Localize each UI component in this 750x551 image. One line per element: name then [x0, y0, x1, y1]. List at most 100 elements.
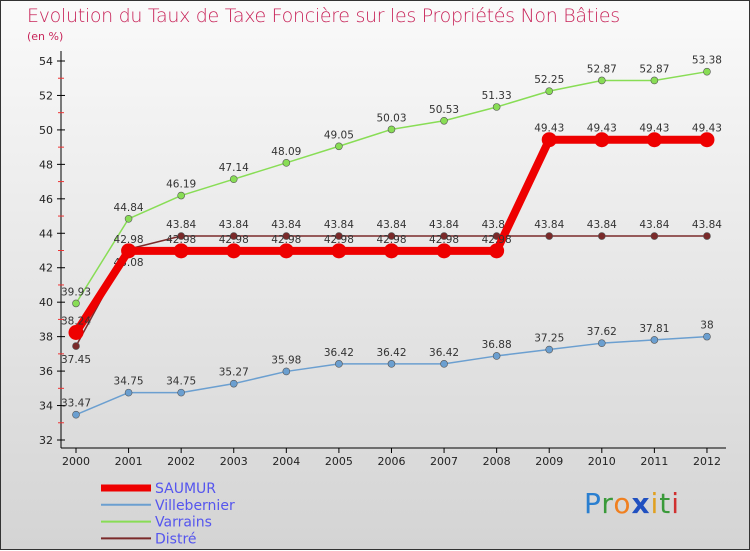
y-tick-label: 36 — [39, 365, 53, 378]
data-point — [278, 243, 294, 259]
y-tick-label: 48 — [39, 158, 53, 171]
y-tick-label: 52 — [39, 89, 53, 102]
y-tick-label: 46 — [39, 193, 53, 206]
data-point — [492, 352, 501, 360]
data-label: 49.43 — [639, 123, 669, 135]
data-point — [177, 388, 185, 397]
data-point — [121, 243, 137, 259]
data-point — [282, 159, 291, 167]
data-point — [72, 410, 80, 419]
y-tick-label: 44 — [39, 227, 53, 240]
x-tick-label: 2010 — [588, 455, 616, 468]
data-point — [226, 243, 242, 259]
chart-subtitle: (en %) — [27, 30, 64, 43]
data-label: 42.98 — [114, 234, 144, 246]
y-tick-label: 40 — [39, 296, 53, 309]
chart-title: Evolution du Taux de Taxe Foncière sur l… — [27, 5, 620, 27]
data-label: 53.38 — [692, 55, 722, 67]
data-label: 37.25 — [534, 333, 564, 345]
data-label: 34.75 — [166, 376, 196, 388]
data-point — [492, 103, 501, 111]
data-label: 43.84 — [534, 219, 564, 231]
y-tick-label: 38 — [39, 331, 53, 344]
data-label: 43.84 — [587, 219, 617, 231]
x-tick-label: 2002 — [167, 455, 195, 468]
x-tick-label: 2004 — [272, 455, 300, 468]
data-point — [387, 232, 396, 240]
data-point — [436, 243, 452, 259]
data-point — [124, 215, 133, 223]
data-label: 35.98 — [271, 354, 301, 366]
y-tick-label: 34 — [39, 400, 53, 413]
legend-label: Distré — [155, 531, 197, 547]
data-point — [229, 379, 238, 388]
x-tick-label: 2005 — [325, 455, 353, 468]
data-label: 49.43 — [587, 123, 617, 135]
data-label: 46.19 — [166, 179, 196, 191]
data-point — [124, 388, 133, 397]
data-label: 51.33 — [482, 90, 512, 102]
data-label: 34.75 — [114, 376, 144, 388]
data-label: 52.87 — [639, 63, 669, 75]
data-point — [173, 243, 189, 259]
data-label: 37.62 — [587, 326, 617, 338]
data-label: 42.98 — [271, 234, 301, 246]
data-point — [72, 299, 80, 308]
legend-label: SAUMUR — [155, 481, 216, 497]
x-tick-label: 2012 — [693, 455, 721, 468]
data-label: 43.84 — [429, 219, 459, 231]
x-tick-label: 2001 — [115, 455, 143, 468]
x-tick-label: 2006 — [377, 455, 405, 468]
data-point — [335, 360, 343, 368]
data-label: 49.43 — [692, 123, 722, 135]
data-point — [545, 345, 554, 354]
data-label: 43.84 — [692, 219, 722, 231]
data-point — [282, 232, 291, 240]
data-point — [387, 360, 396, 368]
data-point — [335, 142, 343, 151]
y-tick-label: 42 — [39, 262, 53, 275]
data-label: 38.24 — [61, 316, 91, 328]
data-label: 44.84 — [114, 202, 144, 214]
data-point — [229, 232, 238, 240]
data-point — [440, 232, 448, 240]
data-label: 43.84 — [219, 219, 249, 231]
data-label: 49.05 — [324, 129, 354, 141]
data-point — [177, 191, 185, 200]
data-point — [703, 67, 711, 76]
data-label: 49.43 — [534, 123, 564, 135]
y-tick-label: 54 — [39, 55, 53, 68]
x-tick-label: 2000 — [62, 455, 90, 468]
x-tick-label: 2007 — [430, 455, 458, 468]
data-point — [597, 339, 606, 347]
data-point — [387, 125, 396, 134]
data-label: 37.45 — [61, 354, 91, 366]
data-label: 43.84 — [324, 219, 354, 231]
data-point — [383, 243, 399, 259]
data-label: 38 — [700, 320, 713, 332]
data-point — [699, 132, 715, 148]
data-point — [545, 87, 554, 95]
x-tick-label: 2008 — [483, 455, 511, 468]
data-label: 35.27 — [219, 367, 249, 379]
data-point — [68, 325, 84, 341]
data-label: 43.84 — [166, 219, 196, 231]
data-point — [703, 232, 711, 240]
data-label: 43.84 — [376, 219, 406, 231]
data-label: 42.98 — [376, 234, 406, 246]
data-point — [703, 332, 711, 341]
data-label: 48.09 — [271, 146, 301, 158]
data-label: 42.98 — [219, 234, 249, 246]
data-point — [597, 76, 606, 85]
data-point — [650, 76, 659, 85]
data-point — [650, 336, 659, 344]
data-point — [229, 175, 238, 183]
y-tick-label: 50 — [39, 124, 53, 137]
data-label: 36.42 — [324, 347, 354, 359]
data-point — [331, 243, 347, 259]
data-label: 36.88 — [482, 339, 512, 351]
data-label: 50.03 — [376, 112, 406, 124]
y-tick-label: 32 — [39, 434, 53, 447]
